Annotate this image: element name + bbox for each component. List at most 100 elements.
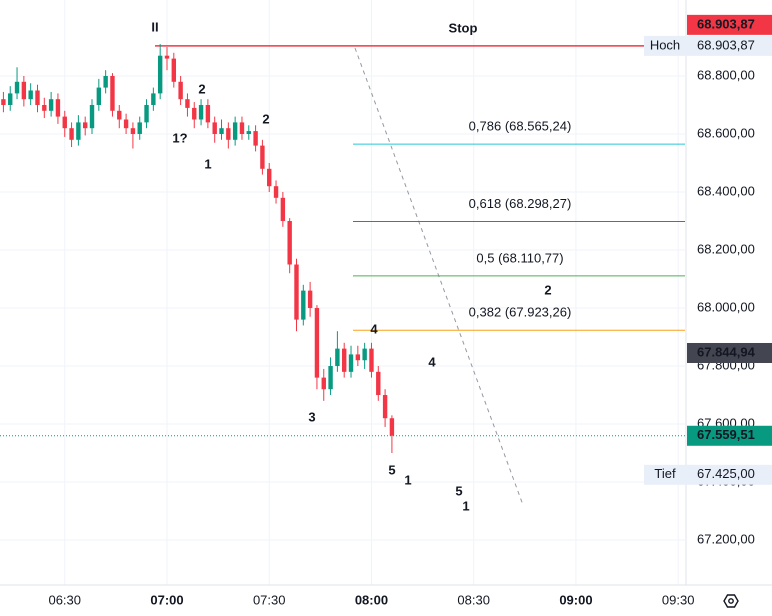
candle-body [103,75,108,88]
candle-body [144,104,149,123]
candle-body [369,348,374,372]
candle-body [62,116,67,129]
price-label: 67.844,94 [697,344,756,359]
level-label: Stop [449,20,478,35]
price-label-box [687,14,772,35]
price-label-name: Tief [654,466,676,481]
price-label-name: Hoch [650,37,680,52]
candle-body [171,58,177,82]
candle-body [246,131,251,134]
settings-icon[interactable] [723,594,739,608]
y-tick-label: 68.800,00 [697,67,755,82]
wave-label: 5 [388,462,395,477]
candle-body [69,128,74,140]
candle-body [110,75,115,111]
y-tick-label: 67.200,00 [697,531,755,546]
candle-body [198,104,204,120]
candle-body [48,99,54,111]
x-tick-label: 07:00 [150,592,183,607]
candle-body [362,348,367,361]
candle-body [389,418,395,436]
wave-label: II [151,19,158,34]
wave-label: 1 [462,498,469,513]
candle-body [342,348,347,372]
candle-body [21,81,27,100]
candle-body [335,348,340,367]
y-tick-label: 68.200,00 [697,241,755,256]
candle-body [321,377,326,390]
price-label: 68.903,87 [697,37,755,52]
wave-label: 1 [204,156,211,171]
candle-body [178,81,183,100]
level-label: 0,5 (68.110,77) [476,250,563,265]
price-label-box [687,342,772,363]
wave-label: 2 [262,111,269,126]
candle-body [205,104,211,123]
wave-label: 2 [544,282,551,297]
candle-body [301,290,306,320]
candle-body [8,93,13,105]
candle-body [76,122,81,140]
x-tick-label: 07:30 [253,592,286,607]
candle-body [212,122,217,134]
candle-body [267,168,272,187]
current-price-box [687,425,772,446]
candle-body [55,99,61,117]
price-label-box [644,464,772,485]
candle-body [273,186,279,198]
x-tick-label: 08:00 [355,592,388,607]
candle-body [185,99,190,108]
wave-label: 4 [428,354,436,369]
candle-body [253,131,258,146]
price-label-box [644,35,772,56]
candle-body [14,81,20,94]
candle-body [348,354,354,372]
candle-body [307,290,313,309]
y-tick-label: 68.600,00 [697,125,755,140]
wave-label: 1 [404,472,411,487]
candle-body [232,122,238,140]
candle-body [42,104,47,111]
candle-body [376,371,381,396]
candle-body [157,55,163,94]
x-tick-label: 09:00 [559,592,592,607]
wave-label: 5 [455,483,462,498]
candle-body [137,122,142,134]
candle-body [226,128,231,140]
x-tick-label: 09:30 [662,592,695,607]
wave-label: 4 [370,321,378,336]
candle-body [314,308,320,378]
settings-dot[interactable] [728,598,734,604]
level-label: 0,618 (68.298,27) [469,196,572,211]
candle-body [1,99,6,105]
candle-body [280,197,286,222]
candle-body [294,264,299,320]
candle-body [89,104,95,129]
candle-body [35,90,40,105]
candle-body [219,128,224,134]
candle-body [96,87,102,105]
price-label: 68.903,87 [697,16,755,31]
candle-body [130,128,136,134]
candle-body [123,119,129,129]
level-label: 0,786 (68.565,24) [469,119,572,134]
candle-body [151,93,156,105]
candle-body [192,107,197,120]
candle-body [28,90,33,100]
x-tick-label: 06:30 [48,592,81,607]
candle-body [164,55,170,59]
x-tick-label: 08:30 [457,592,490,607]
candle-body [382,395,388,419]
price-label: 67.425,00 [697,466,755,481]
candle-body [82,122,88,129]
plot-background [0,0,685,585]
settings-hexagon[interactable] [723,594,739,608]
y-tick-label: 68.400,00 [697,183,755,198]
candle-body [287,221,292,265]
wave-label: 2 [198,81,205,96]
candle-body [328,366,333,390]
candle-body [260,145,265,169]
wave-label: 3 [308,409,315,424]
candle-body [355,354,361,361]
